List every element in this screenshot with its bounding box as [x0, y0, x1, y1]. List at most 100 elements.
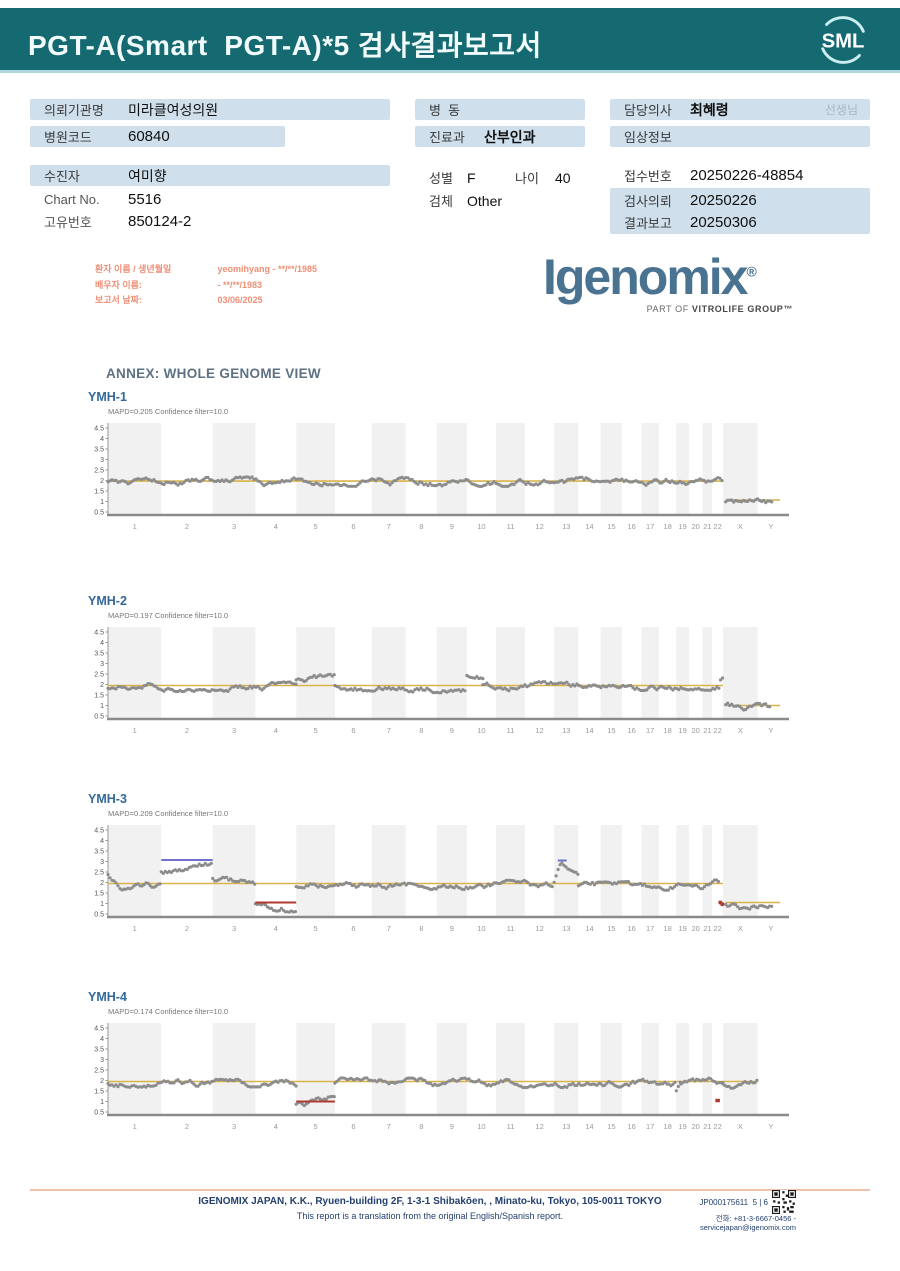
field-sex-age: 성별 F 나이 40	[415, 167, 605, 188]
svg-text:3.5: 3.5	[94, 651, 104, 658]
field-doctor-suffix: 선생님	[824, 103, 858, 117]
svg-text:3: 3	[232, 726, 236, 735]
note-partner-value: - **/**/1983	[217, 280, 263, 290]
svg-text:8: 8	[419, 924, 423, 933]
svg-text:X: X	[738, 522, 743, 531]
report-title: PGT-A(Smart PGT-A)*5 검사결과보고서	[28, 30, 542, 61]
svg-text:14: 14	[585, 522, 593, 531]
svg-text:22: 22	[713, 726, 721, 735]
field-patient-label: 수진자	[44, 169, 80, 184]
field-receipt: 접수번호 20250226-48854	[610, 165, 870, 186]
svg-text:9: 9	[450, 726, 454, 735]
genome-plot-ymh-3: 4.5 4 3.5 3 2.5 2 1.5 1 0.5 1 2 3 4 5 6 7 8 9 10 11 12 13 14 15…	[88, 820, 803, 945]
field-clinical: 임상정보	[610, 126, 870, 147]
svg-text:2: 2	[185, 924, 189, 933]
svg-text:2: 2	[100, 478, 104, 485]
svg-text:0.5: 0.5	[94, 912, 104, 919]
svg-text:2.5: 2.5	[94, 468, 104, 475]
field-sex-label: 성별	[429, 171, 453, 186]
svg-text:18: 18	[663, 924, 671, 933]
svg-text:20: 20	[692, 924, 700, 933]
svg-text:15: 15	[607, 1122, 615, 1131]
svg-text:2: 2	[185, 1122, 189, 1131]
svg-text:7: 7	[387, 726, 391, 735]
field-age-label: 나이	[515, 171, 539, 186]
genome-chart-ymh-3: YMH-3 MAPD=0.209 Confidence filter=10.0 …	[88, 792, 803, 947]
svg-text:16: 16	[628, 1122, 636, 1131]
svg-text:11: 11	[507, 1122, 515, 1131]
genome-plot-ymh-2: 4.5 4 3.5 3 2.5 2 1.5 1 0.5 1 2 3 4 5 6 7 8 9 10 11 12 13 14 15…	[88, 622, 803, 747]
svg-text:Y: Y	[768, 522, 773, 531]
field-doctor-label: 담당의사	[624, 103, 672, 118]
svg-text:17: 17	[646, 522, 654, 531]
sml-logo-icon: SML	[821, 16, 865, 64]
svg-text:20: 20	[692, 726, 700, 735]
svg-text:20: 20	[692, 522, 700, 531]
svg-text:1: 1	[100, 1099, 104, 1106]
svg-text:12: 12	[535, 522, 543, 531]
svg-text:9: 9	[450, 522, 454, 531]
svg-text:3: 3	[100, 1057, 104, 1064]
qr-code-icon	[772, 1190, 796, 1214]
note-report-date-value: 03/06/2025	[217, 295, 263, 305]
svg-text:SML: SML	[822, 31, 865, 53]
svg-text:2: 2	[185, 522, 189, 531]
svg-text:1: 1	[100, 499, 104, 506]
svg-text:1: 1	[100, 703, 104, 710]
svg-text:10: 10	[477, 522, 485, 531]
svg-text:13: 13	[562, 726, 570, 735]
svg-text:1: 1	[133, 924, 137, 933]
field-specimen: 검체 Other	[415, 190, 605, 211]
sample-id: YMH-2	[88, 594, 127, 608]
svg-text:4: 4	[274, 522, 278, 531]
svg-text:3: 3	[100, 457, 104, 464]
genome-chart-ymh-2: YMH-2 MAPD=0.197 Confidence filter=10.0 …	[88, 594, 803, 749]
svg-text:12: 12	[535, 726, 543, 735]
svg-text:12: 12	[535, 1122, 543, 1131]
svg-text:2: 2	[185, 726, 189, 735]
footer-translation-note: This report is a translation from the or…	[296, 1211, 564, 1221]
svg-text:10: 10	[477, 1122, 485, 1131]
field-request: 검사의뢰 20250226	[610, 190, 870, 211]
footer-page-number: 5 | 6	[752, 1198, 768, 1207]
sml-logo: SML	[814, 11, 872, 69]
svg-text:7: 7	[387, 1122, 391, 1131]
svg-text:4: 4	[274, 726, 278, 735]
field-clinical-label: 임상정보	[624, 130, 672, 145]
svg-text:15: 15	[607, 924, 615, 933]
svg-text:4: 4	[274, 1122, 278, 1131]
svg-text:16: 16	[628, 924, 636, 933]
field-report-date: 결과보고 20250306	[610, 212, 870, 233]
svg-text:1: 1	[133, 522, 137, 531]
svg-text:1: 1	[133, 726, 137, 735]
svg-text:X: X	[738, 1122, 743, 1131]
genome-plot-ymh-1: 4.5 4 3.5 3 2.5 2 1.5 1 0.5 1 2 3 4 5 6 7 8 9 10 11 12 13 14 15…	[88, 418, 803, 543]
field-specimen-value: Other	[467, 192, 503, 209]
svg-text:19: 19	[678, 522, 686, 531]
svg-text:2.5: 2.5	[94, 870, 104, 877]
field-hospital-code-value: 60840	[128, 128, 170, 145]
igenomix-logo: Igenomix® PART OF VITROLIFE GROUP™	[543, 252, 793, 314]
note-partner: 배우자 이름: - **/**/1983	[95, 278, 262, 291]
svg-text:1.5: 1.5	[94, 1089, 104, 1096]
igenomix-wordmark: Igenomix®	[543, 249, 757, 305]
genome-plot-ymh-4: 4.5 4 3.5 3 2.5 2 1.5 1 0.5 1 2 3 4 5 6 7 8 9 10 11 12 13 14 15…	[88, 1018, 803, 1143]
footer-phone: 전화: +81-3-6667-0456 -	[715, 1214, 796, 1223]
svg-text:21: 21	[703, 726, 711, 735]
svg-text:0.5: 0.5	[94, 714, 104, 721]
genome-chart-ymh-4: YMH-4 MAPD=0.174 Confidence filter=10.0 …	[88, 990, 803, 1145]
registered-mark: ®	[746, 263, 757, 280]
svg-text:13: 13	[562, 924, 570, 933]
svg-text:6: 6	[351, 1122, 355, 1131]
svg-text:11: 11	[507, 924, 515, 933]
svg-text:0.5: 0.5	[94, 1110, 104, 1117]
qr-code	[772, 1190, 796, 1214]
svg-text:4: 4	[100, 1036, 104, 1043]
svg-text:4.5: 4.5	[94, 630, 104, 637]
note-partner-label: 배우자 이름:	[95, 280, 142, 290]
field-doctor: 담당의사 최혜령 선생님	[610, 99, 870, 120]
svg-text:13: 13	[562, 522, 570, 531]
svg-text:5: 5	[314, 726, 318, 735]
svg-text:8: 8	[419, 1122, 423, 1131]
